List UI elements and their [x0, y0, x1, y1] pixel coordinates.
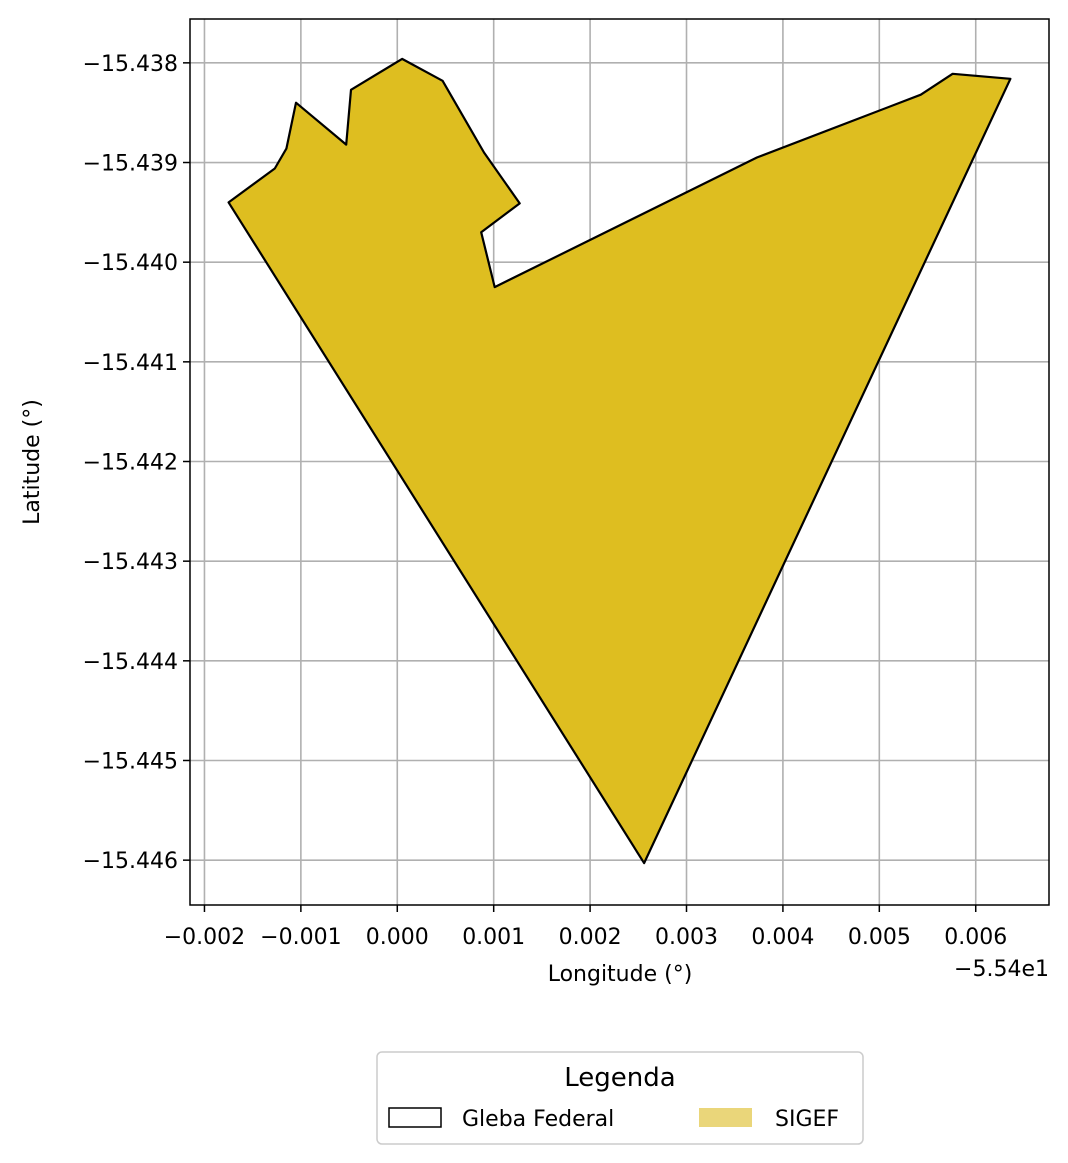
y-axis-label: Latitude (°) [20, 399, 45, 525]
x-tick-label: 0.006 [944, 925, 1007, 950]
gleba-federal-outline [227, 57, 1012, 865]
sigef-polygon [228, 58, 1011, 864]
axis-ticks: −0.002 −0.001 0.000 0.001 0.002 0.003 0.004 0.0… [83, 52, 1008, 950]
x-tick-label: −0.002 [164, 925, 245, 950]
x-offset-label: −5.54e1 [954, 957, 1049, 982]
x-axis-label: Longitude (°) [548, 962, 693, 987]
x-tick-label: 0.004 [751, 925, 814, 950]
legend-label-sigef: SIGEF [775, 1107, 839, 1132]
x-tick-label: 0.000 [366, 925, 429, 950]
legend-swatch-sigef [699, 1108, 752, 1127]
y-tick-label: −15.443 [83, 550, 178, 575]
y-tick-label: −15.438 [83, 52, 178, 77]
y-tick-label: −15.440 [83, 251, 178, 276]
y-tick-label: −15.444 [83, 650, 178, 675]
y-tick-label: −15.442 [83, 451, 178, 476]
x-tick-label: 0.005 [848, 925, 911, 950]
x-tick-label: −0.001 [260, 925, 341, 950]
y-tick-label: −15.446 [83, 849, 178, 874]
x-tick-label: 0.003 [655, 925, 718, 950]
x-tick-label: 0.001 [462, 925, 525, 950]
legend-title: Legenda [564, 1063, 675, 1093]
legend-label-gleba-federal: Gleba Federal [462, 1107, 614, 1132]
y-tick-label: −15.445 [83, 749, 178, 774]
legend: Legenda Gleba Federal SIGEF [376, 1051, 864, 1145]
y-tick-label: −15.439 [83, 152, 178, 177]
legend-swatch-gleba-federal [388, 1107, 442, 1128]
x-tick-label: 0.002 [559, 925, 622, 950]
y-tick-label: −15.441 [83, 351, 178, 376]
polygon-layer [227, 57, 1012, 865]
